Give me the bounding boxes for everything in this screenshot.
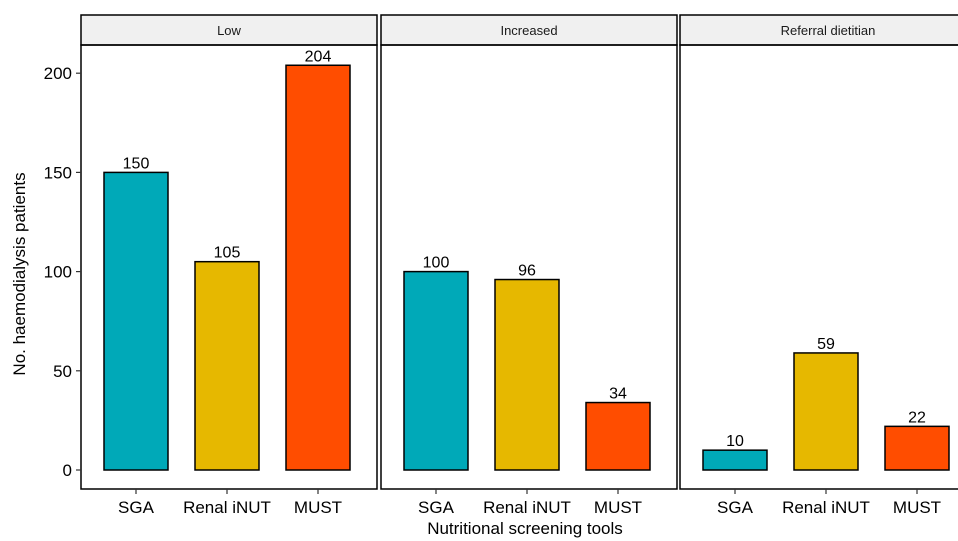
panel-title: Low [217,23,241,38]
x-tick-label: SGA [118,498,155,517]
x-tick-label: SGA [418,498,455,517]
y-axis: 0 50 100 150 200 [44,64,81,480]
y-tick-label: 100 [44,263,72,282]
panel-referral-dietitian: Referral dietitian 10 SGA 59 Renal iNUT 22 MUS… [679,14,958,517]
bar-low-renal-inut [194,260,260,471]
panel-border [80,44,378,490]
x-tick-label: Renal iNUT [782,498,870,517]
bar-increased-must [585,401,651,471]
panel-title: Referral dietitian [781,23,876,38]
data-label: 34 [609,386,627,403]
panel-border [679,44,958,490]
x-tick-label: Renal iNUT [183,498,271,517]
y-tick-label: 200 [44,64,72,83]
data-label: 96 [518,263,536,280]
data-label: 204 [305,48,332,65]
data-label: 105 [214,245,241,262]
panel-border [380,44,678,490]
x-tick-label: Renal iNUT [483,498,571,517]
y-axis-title: No. haemodialysis patients [10,172,29,375]
panel-increased: Increased 100 SGA 96 Renal iNUT 34 MUST [380,14,678,517]
bar-referral-dietitian-renal-inut [793,352,859,471]
data-label: 100 [423,255,450,272]
panel-low: Low 150 SGA 105 Renal iNUT 204 MUST [80,14,378,517]
x-tick-label: MUST [594,498,642,517]
data-label: 10 [726,433,744,450]
x-tick-label: MUST [294,498,342,517]
data-label: 59 [817,336,835,353]
y-tick-label: 150 [44,163,72,182]
bar-referral-dietitian-sga [702,449,768,471]
y-tick-label: 0 [63,461,72,480]
data-label: 22 [908,409,926,426]
bar-increased-renal-inut [494,278,560,471]
bar-referral-dietitian-must [884,425,950,471]
bar-low-must [285,64,351,471]
panels-layer: Low 150 SGA 105 Renal iNUT 204 MUST Increased 10… [80,14,958,517]
bar-low-sga [103,171,169,471]
bar-increased-sga [403,270,469,471]
x-tick-label: SGA [717,498,754,517]
x-axis-title: Nutritional screening tools [427,519,623,538]
x-tick-label: MUST [893,498,941,517]
y-tick-label: 50 [53,362,72,381]
panel-strip [80,14,378,46]
data-label: 150 [123,155,150,172]
panel-title: Increased [500,23,557,38]
